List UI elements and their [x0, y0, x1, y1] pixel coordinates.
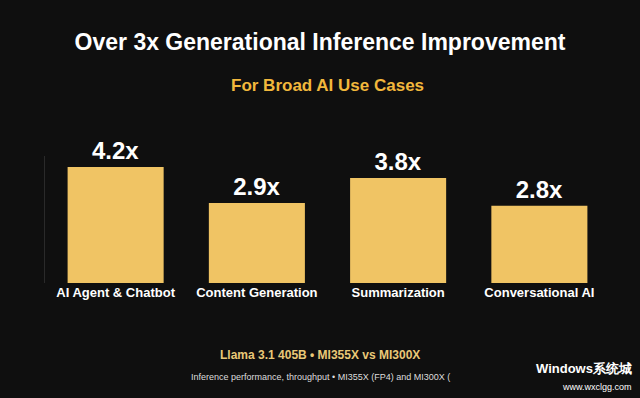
svg-text:www.wxclgg.com: www.wxclgg.com	[562, 382, 632, 392]
svg-text:Conversational AI: Conversational AI	[484, 285, 594, 300]
svg-text:Over 3x Generational Inference: Over 3x Generational Inference Improveme…	[75, 29, 566, 55]
svg-text:AI Agent & Chatbot: AI Agent & Chatbot	[56, 285, 175, 300]
svg-text:Inference performance, through: Inference performance, throughput • MI35…	[191, 372, 450, 382]
svg-text:For Broad AI Use Cases: For Broad AI Use Cases	[231, 76, 424, 95]
svg-text:Summarization: Summarization	[352, 285, 445, 300]
svg-text:4.2x: 4.2x	[92, 137, 139, 164]
svg-text:Windows系统城: Windows系统城	[536, 361, 632, 376]
svg-text:3.8x: 3.8x	[374, 148, 421, 175]
svg-text:2.8x: 2.8x	[516, 176, 563, 203]
svg-text:Llama 3.1 405B • MI355X vs MI3: Llama 3.1 405B • MI355X vs MI300X	[220, 348, 420, 362]
svg-text:Content Generation: Content Generation	[196, 285, 317, 300]
svg-text:2.9x: 2.9x	[233, 173, 280, 200]
